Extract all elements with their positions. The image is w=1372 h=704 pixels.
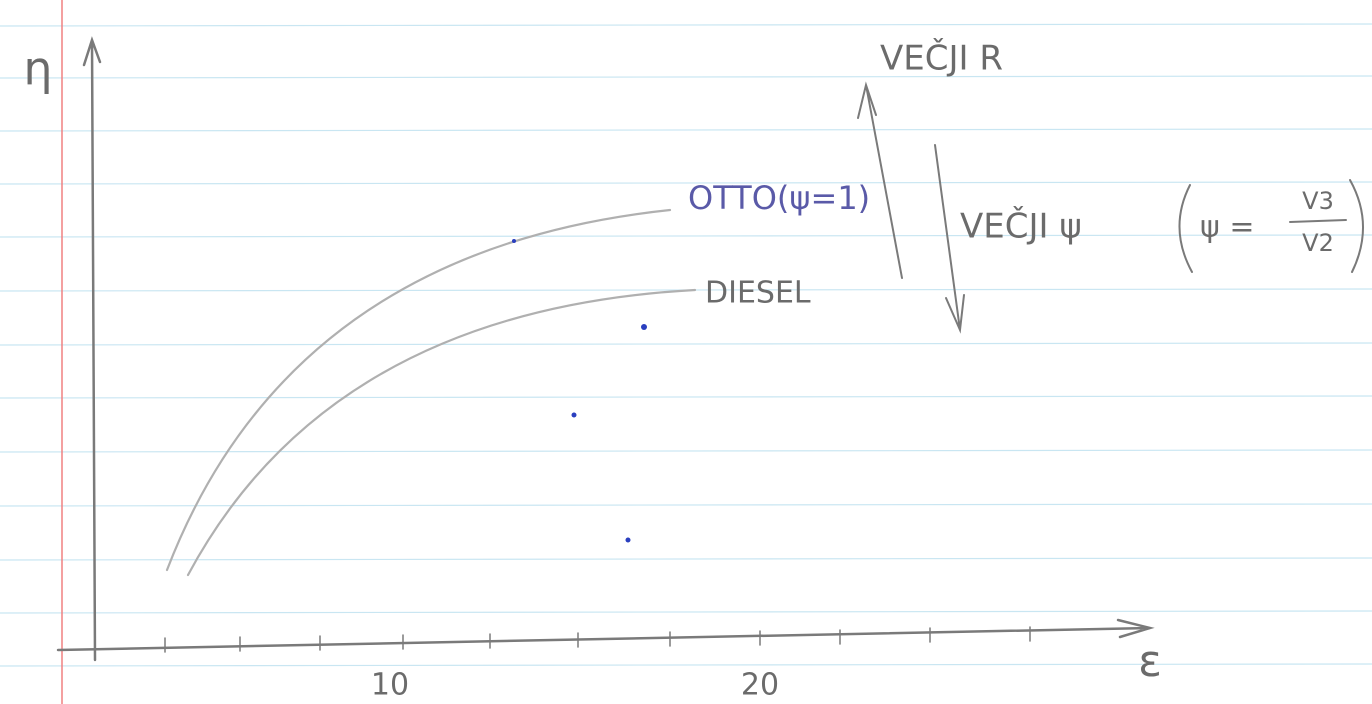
annotation-larger-psi: VEČJI ψ — [960, 206, 1082, 247]
y-axis-label: η — [23, 42, 52, 96]
ink-specks — [512, 239, 647, 543]
y-axis — [84, 40, 100, 660]
x-tick-label: 20 — [741, 668, 779, 703]
paren-right — [1350, 180, 1363, 272]
annotation-larger-r: VEČJI R — [880, 38, 1003, 79]
axes: η ε 10 20 — [23, 40, 1161, 703]
ruled-lines — [0, 24, 1372, 666]
x-axis — [58, 620, 1150, 650]
paren-left — [1179, 185, 1192, 272]
fraction-bar — [1290, 220, 1346, 222]
x-tick-label: 10 — [371, 668, 409, 703]
diesel-label: DIESEL — [705, 276, 811, 311]
otto-curve — [167, 210, 670, 570]
notebook-page: η ε 10 20 OTTO(ψ=1) DIESEL VEČJI R VEČJI… — [0, 0, 1372, 704]
diesel-curve — [188, 290, 695, 575]
x-axis-label: ε — [1138, 636, 1162, 687]
psi-lhs: ψ = — [1200, 210, 1254, 245]
psi-denominator: V2 — [1302, 229, 1334, 257]
otto-label: OTTO(ψ=1) — [688, 179, 870, 217]
psi-numerator: V3 — [1302, 187, 1334, 215]
